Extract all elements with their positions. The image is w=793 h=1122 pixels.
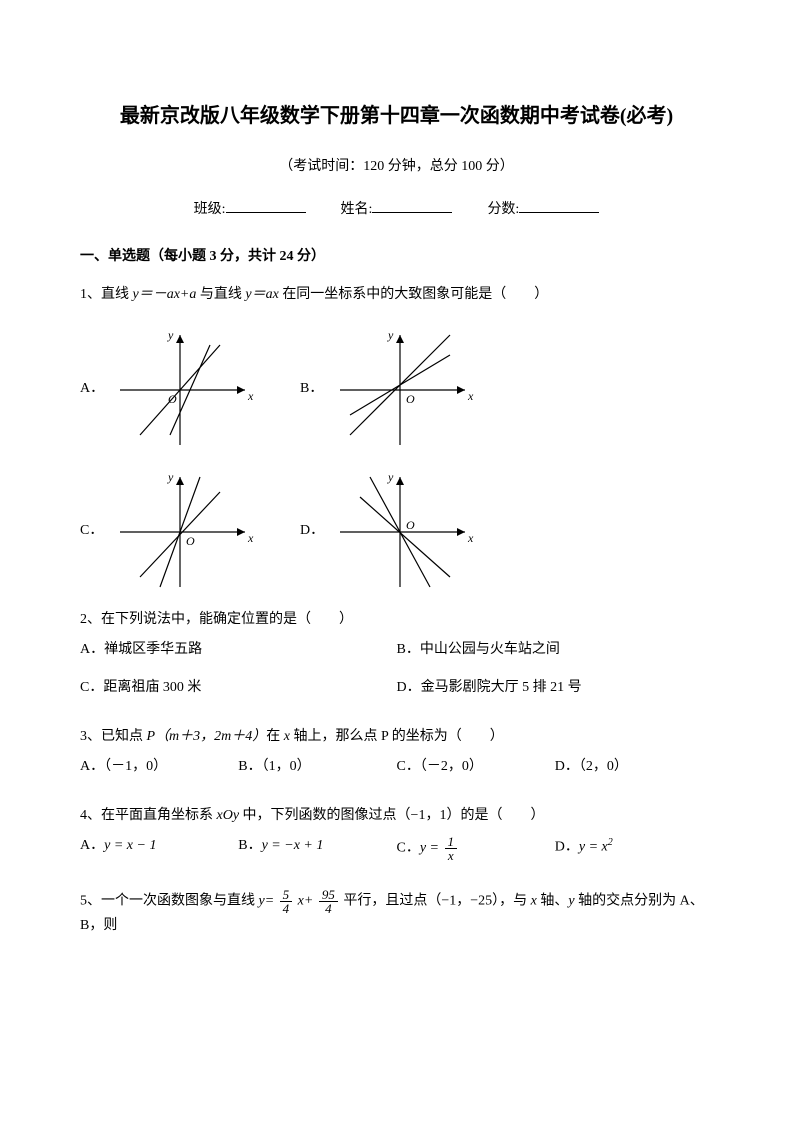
q4-options: A．y = x − 1 B．y = −x + 1 C．y = 1 x D．y =… — [80, 827, 713, 870]
q5-f2-num: 95 — [319, 888, 338, 901]
q1-text-mid: 与直线 — [196, 287, 245, 302]
q5-mid2: 轴、 — [537, 894, 569, 909]
q1-text-prefix: 直线 — [101, 287, 133, 302]
q1-number: 1、 — [80, 287, 101, 302]
q4-prefix: 在平面直角坐标系 — [101, 808, 217, 823]
graph-c: x y O — [110, 467, 260, 597]
q5-mid1: x+ — [294, 894, 313, 909]
q4-d-exp: 2 — [608, 837, 613, 848]
q4-c-frac: 1 x — [445, 835, 458, 862]
q1-option-c: C． x y O — [80, 467, 260, 597]
svg-text:x: x — [467, 531, 474, 545]
q3-number: 3、 — [80, 729, 101, 744]
q3-a: A．（－1，0） — [80, 756, 238, 778]
graph-d: x y O — [330, 467, 480, 597]
q4-a-prefix: A． — [80, 838, 104, 853]
q4-c-num: 1 — [445, 835, 458, 848]
q2-options: A．禅城区季华五路 B．中山公园与火车站之间 C．距离祖庙 300 米 D．金马… — [80, 631, 713, 708]
q1-option-d: D． x y O — [300, 467, 480, 597]
q2-number: 2、 — [80, 612, 101, 627]
name-label: 姓名: — [341, 202, 373, 217]
q3-point: P（m＋3，2m＋4） — [147, 729, 267, 744]
q3-options: A．（－1，0） B．（1，0） C．（－2，0） D．（2，0） — [80, 748, 713, 786]
q3-c: C．（－2，0） — [397, 756, 555, 778]
svg-text:y: y — [167, 470, 174, 484]
graph-b: x y O — [330, 325, 480, 455]
q5-number: 5、 — [80, 894, 101, 909]
q3-prefix: 已知点 — [101, 729, 147, 744]
q4-d-prefix: D． — [555, 840, 579, 855]
svg-text:x: x — [247, 531, 254, 545]
svg-text:O: O — [186, 534, 195, 548]
q1-opt-c-label: C． — [80, 520, 104, 542]
q5-frac2: 95 4 — [319, 888, 338, 915]
q1-opt-a-label: A． — [80, 378, 104, 400]
q5-f1-num: 5 — [280, 888, 293, 901]
score-label: 分数: — [487, 202, 519, 217]
section-1-header: 一、单选题（每小题 3 分，共计 24 分） — [80, 246, 713, 268]
page-title: 最新京改版八年级数学下册第十四章一次函数期中考试卷(必考) — [80, 100, 713, 132]
q4-c-den: x — [445, 848, 458, 862]
q1-text-suffix: 在同一坐标系中的大致图象可能是（ ） — [279, 287, 549, 302]
svg-text:O: O — [406, 392, 415, 406]
svg-text:y: y — [387, 328, 394, 342]
q1-opt-d-label: D． — [300, 520, 324, 542]
question-5: 5、一个一次函数图象与直线 y= 5 4 x+ 95 4 平行，且过点（−1，−… — [80, 888, 713, 937]
q5-mid: 平行，且过点（−1，−25），与 — [340, 894, 531, 909]
q4-b-eq: y = −x + 1 — [262, 838, 324, 853]
q4-number: 4、 — [80, 808, 101, 823]
q1-eq2: y＝ax — [245, 287, 278, 302]
q4-b: B．y = −x + 1 — [238, 835, 396, 862]
q4-b-prefix: B． — [238, 838, 261, 853]
class-label: 班级: — [194, 202, 226, 217]
question-4: 4、在平面直角坐标系 xOy 中，下列函数的图像过点（−1，1）的是（ ） A．… — [80, 805, 713, 870]
q4-c-lhs: y = — [420, 841, 439, 856]
svg-text:y: y — [167, 328, 174, 342]
q1-option-a: A． x y O — [80, 325, 260, 455]
exam-meta: （考试时间：120 分钟，总分 100 分） — [80, 156, 713, 178]
q1-graph-row-2: C． x y O D． x y O — [80, 467, 713, 597]
q1-option-b: B． x y O — [300, 325, 480, 455]
q4-a-eq: y = x − 1 — [104, 838, 156, 853]
graph-a: x y O — [110, 325, 260, 455]
q5-lhs: y= — [259, 894, 275, 909]
q4-d-eq: y = x — [579, 840, 608, 855]
score-blank — [519, 198, 599, 213]
q4-d: D．y = x2 — [555, 835, 713, 862]
svg-text:x: x — [467, 389, 474, 403]
name-blank — [372, 198, 452, 213]
q3-d: D．（2，0） — [555, 756, 713, 778]
q4-c-prefix: C． — [397, 841, 420, 856]
info-line: 班级: 姓名: 分数: — [80, 198, 713, 221]
q2-text: 在下列说法中，能确定位置的是（ ） — [101, 612, 353, 627]
q2-a: A．禅城区季华五路 — [80, 639, 397, 661]
q4-a: A．y = x − 1 — [80, 835, 238, 862]
q3-suffix: 轴上，那么点 P 的坐标为（ ） — [290, 729, 504, 744]
q5-prefix: 一个一次函数图象与直线 — [101, 894, 259, 909]
svg-text:y: y — [387, 470, 394, 484]
q1-graph-row-1: A． x y O B． x y O — [80, 325, 713, 455]
q5-frac1: 5 4 — [280, 888, 293, 915]
q2-d: D．金马影剧院大厅 5 排 21 号 — [397, 677, 714, 699]
q4-plane: xOy — [217, 808, 240, 823]
svg-text:x: x — [247, 389, 254, 403]
q5-f1-den: 4 — [280, 901, 293, 915]
q3-mid: 在 — [266, 729, 284, 744]
q5-f2-den: 4 — [319, 901, 338, 915]
q2-b: B．中山公园与火车站之间 — [397, 639, 714, 661]
question-3: 3、已知点 P（m＋3，2m＋4）在 x 轴上，那么点 P 的坐标为（ ） A．… — [80, 726, 713, 787]
q1-eq1: y＝－ax+a — [133, 287, 197, 302]
class-blank — [226, 198, 306, 213]
q2-c: C．距离祖庙 300 米 — [80, 677, 397, 699]
svg-text:O: O — [406, 518, 415, 532]
q4-c: C．y = 1 x — [397, 835, 555, 862]
q1-opt-b-label: B． — [300, 378, 324, 400]
q4-mid: 中，下列函数的图像过点（−1，1）的是（ ） — [239, 808, 544, 823]
question-1: 1、直线 y＝－ax+a 与直线 y＝ax 在同一坐标系中的大致图象可能是（ ） — [80, 284, 713, 306]
q3-b: B．（1，0） — [238, 756, 396, 778]
question-2: 2、在下列说法中，能确定位置的是（ ） A．禅城区季华五路 B．中山公园与火车站… — [80, 609, 713, 708]
